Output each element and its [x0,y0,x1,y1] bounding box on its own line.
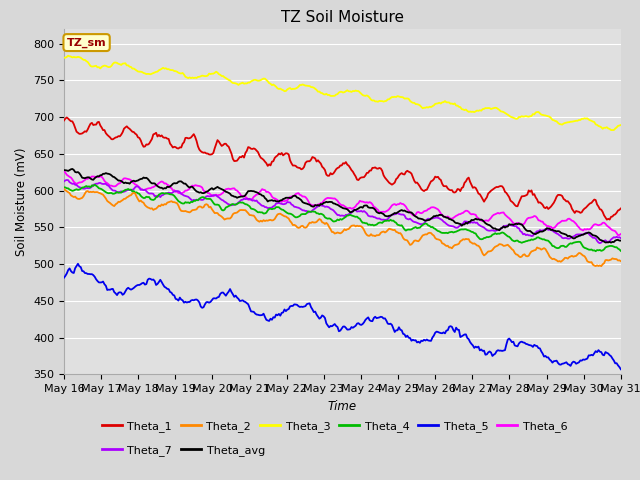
X-axis label: Time: Time [328,400,357,413]
Y-axis label: Soil Moisture (mV): Soil Moisture (mV) [15,147,28,256]
Text: TZ_sm: TZ_sm [67,37,106,48]
Legend: Theta_7, Theta_avg: Theta_7, Theta_avg [97,441,269,460]
Title: TZ Soil Moisture: TZ Soil Moisture [281,10,404,25]
